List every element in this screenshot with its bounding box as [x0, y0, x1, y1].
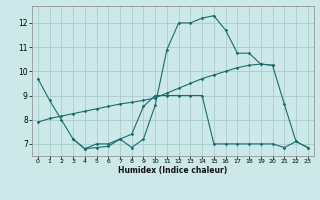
- X-axis label: Humidex (Indice chaleur): Humidex (Indice chaleur): [118, 166, 228, 175]
